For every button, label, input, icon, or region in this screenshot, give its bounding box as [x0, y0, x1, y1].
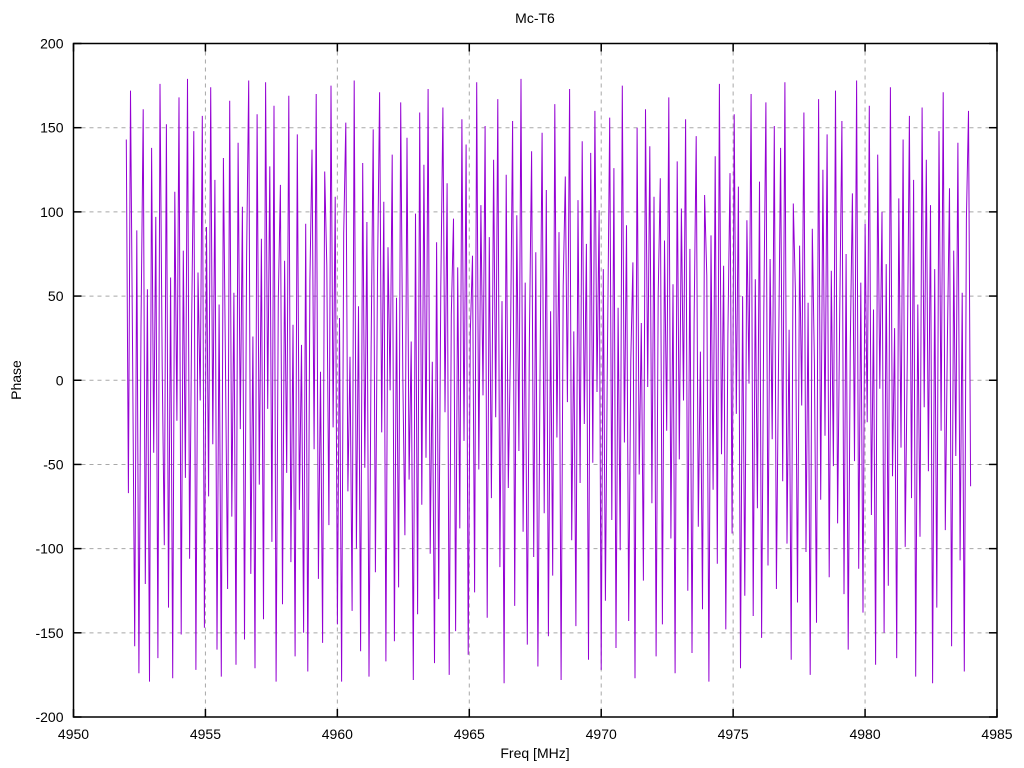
- y-tick-label: -150: [35, 625, 63, 641]
- y-axis-label: Phase: [8, 360, 24, 400]
- y-tick-label: 0: [56, 372, 64, 388]
- x-tick-label: 4975: [718, 726, 749, 742]
- x-tick-label: 4985: [981, 726, 1012, 742]
- y-tick-label: -200: [35, 709, 63, 725]
- x-tick-label: 4950: [58, 726, 89, 742]
- y-tick-label: 100: [40, 204, 64, 220]
- x-tick-label: 4960: [322, 726, 353, 742]
- x-tick-label: 4970: [586, 726, 617, 742]
- x-axis-label: Freq [MHz]: [500, 745, 570, 761]
- data-series-line: [125, 78, 972, 684]
- y-tick-label: 200: [40, 36, 64, 52]
- chart-title: Mc-T6: [515, 10, 555, 26]
- y-tick-label: -100: [35, 541, 63, 557]
- y-tick-label: 150: [40, 120, 64, 136]
- x-tick-label: 4980: [849, 726, 880, 742]
- x-tick-label: 4955: [190, 726, 221, 742]
- tick-labels: 4950 4955 4960 4965 4970 4975 4980 4985 -200 -150…: [35, 36, 1012, 743]
- x-tick-label: 4965: [454, 726, 485, 742]
- y-tick-label: 50: [48, 288, 64, 304]
- y-tick-label: -50: [43, 456, 63, 472]
- tick-marks: [72, 42, 998, 718]
